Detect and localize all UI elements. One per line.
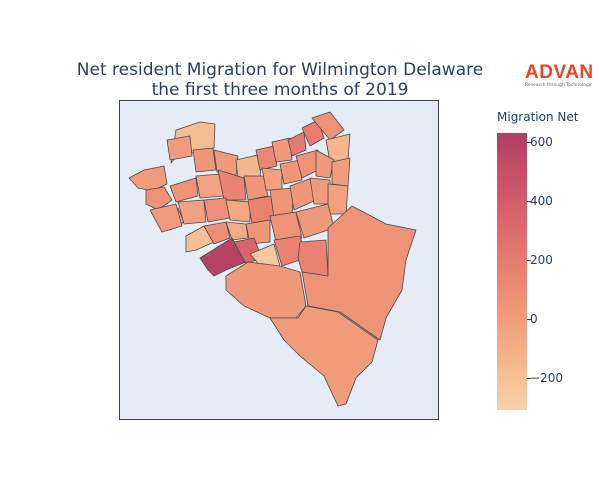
map-region-22[interactable] — [331, 157, 351, 187]
colorbar — [497, 133, 527, 410]
colorbar-tick-label-4: −200 — [530, 370, 563, 385]
map-region-24[interactable] — [177, 199, 207, 225]
map-region-23[interactable] — [149, 203, 183, 233]
map-region-32[interactable] — [185, 225, 215, 253]
map-region-8[interactable] — [255, 145, 278, 171]
colorbar-tick-label-2: 200 — [530, 252, 553, 267]
map-region-34[interactable] — [225, 221, 249, 241]
map-region-4[interactable] — [166, 135, 193, 161]
colorbar-tickmark-4 — [527, 377, 531, 379]
choropleth-map[interactable] — [120, 101, 438, 419]
logo-tagline: Research through Technology — [525, 83, 592, 88]
logo-wordmark: ADVAN — [525, 62, 594, 83]
advan-logo: ADVAN Research through Technology — [525, 63, 595, 89]
map-region-38[interactable] — [199, 237, 247, 277]
map-region-33[interactable] — [203, 221, 231, 245]
map-region-26[interactable] — [225, 199, 251, 223]
map-region-45[interactable] — [301, 205, 417, 341]
colorbar-tickmark-2 — [527, 259, 531, 261]
colorbar-title: Migration Net — [497, 110, 579, 124]
map-region-1[interactable] — [128, 165, 168, 192]
map-region-12[interactable] — [311, 111, 345, 141]
map-region-19[interactable] — [279, 159, 303, 185]
map-region-9[interactable] — [271, 137, 293, 163]
map-region-5[interactable] — [192, 147, 217, 173]
map-region-16[interactable] — [217, 169, 247, 201]
map-region-2[interactable] — [145, 186, 173, 211]
map-frame — [119, 100, 439, 420]
colorbar-tickmark-0 — [527, 141, 531, 143]
map-title-line-2: the first three months of 2019 — [151, 80, 409, 100]
map-region-21[interactable] — [315, 149, 335, 179]
map-region-44[interactable] — [269, 305, 379, 407]
map-region-31[interactable] — [327, 183, 349, 215]
colorbar-tick-label-0: 600 — [530, 134, 553, 149]
map-title-line-1: Net resident Migration for Wilmington De… — [76, 60, 484, 80]
colorbar-tick-label-1: 400 — [530, 193, 553, 208]
colorbar-tick-label-3: 0 — [530, 311, 538, 326]
colorbar-tickmark-3 — [527, 318, 531, 320]
map-region-10[interactable] — [287, 131, 307, 157]
map-region-43[interactable] — [225, 261, 307, 319]
map-region-14[interactable] — [169, 177, 199, 203]
colorbar-tickmark-1 — [527, 200, 531, 202]
map-region-17[interactable] — [243, 175, 269, 201]
map-region-42[interactable] — [297, 239, 329, 277]
map-region-18[interactable] — [261, 167, 283, 191]
map-region-36[interactable] — [269, 211, 303, 243]
map-region-30[interactable] — [309, 177, 331, 205]
